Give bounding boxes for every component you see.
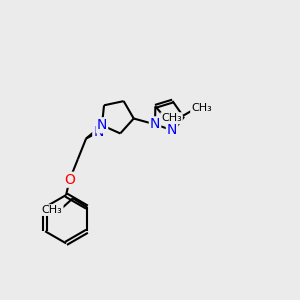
Text: CH₃: CH₃ xyxy=(42,205,63,215)
Text: N: N xyxy=(150,117,160,131)
Text: O: O xyxy=(64,173,75,187)
Text: CH₃: CH₃ xyxy=(191,103,212,113)
Text: N: N xyxy=(93,125,104,139)
Text: N: N xyxy=(97,118,107,132)
Text: CH₃: CH₃ xyxy=(161,113,182,123)
Text: N: N xyxy=(167,123,177,137)
